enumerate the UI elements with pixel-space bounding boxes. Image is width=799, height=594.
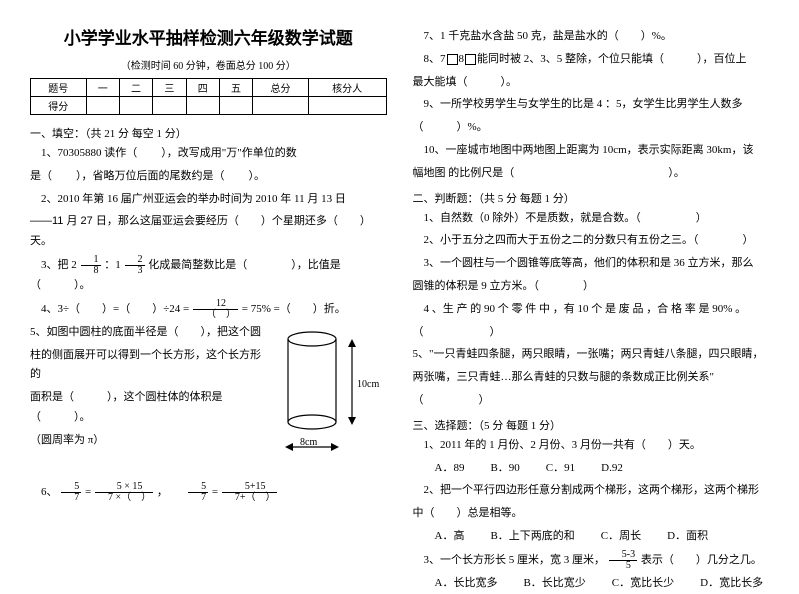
table-row: 题号 一 二 三 四 五 总分 核分人 xyxy=(31,79,387,97)
option-b: B．90 xyxy=(490,459,519,479)
q2: 2、2010 年第 16 届广州亚运会的举办时间为 2010 年 11 月 13… xyxy=(30,190,387,210)
p1: 1、自然数（0 除外）不是质数，就是合数。（ ） xyxy=(413,209,770,229)
p3: 3、一个圆柱与一个圆锥等底等高，他们的体积和是 36 立方米，那么 xyxy=(413,254,770,274)
q10-line2: 幅地图 的比例尺是（ ）。 xyxy=(413,164,770,184)
q1-line2: 是（ ），省略万位后面的尾数约是（ ）。 xyxy=(30,167,387,187)
width-label: 8cm xyxy=(300,437,317,448)
th: 二 xyxy=(119,79,152,97)
p5: 5、"一只青蛙四条腿，两只眼睛，一张嘴；两只青蛙八条腿，四只眼睛， xyxy=(413,345,770,365)
p2: 2、小于五分之四而大于五份之二的分数只有五份之三。（ ） xyxy=(413,231,770,251)
th: 核分人 xyxy=(308,79,386,97)
c2: 2、把一个平行四边形任意分割成两个梯形，这两个梯形，这两个梯形 xyxy=(413,481,770,501)
td xyxy=(119,97,152,115)
option-d: D.92 xyxy=(601,459,623,479)
height-label: 10cm xyxy=(357,379,379,390)
q8-line2: 最大能填（ ）。 xyxy=(413,73,770,93)
fraction: 5 × 157 ×（ ） xyxy=(95,482,153,503)
fraction: 5+157+（ ） xyxy=(222,482,278,503)
section3-head: 三、选择题：（5 分 每题 1 分） xyxy=(413,417,770,433)
q3-text: 化成最简整数比是（ ），比值是（ ）。 xyxy=(30,259,341,291)
th: 总分 xyxy=(253,79,309,97)
th: 一 xyxy=(86,79,119,97)
option-b: B．上下两底的和 xyxy=(490,527,574,547)
th: 三 xyxy=(153,79,186,97)
p5-line2: 两张嘴，三只青蛙…那么青蛙的只数与腿的条数成正比例关系" xyxy=(413,368,770,388)
c2-options: A．高 B．上下两底的和 C．周长 D．面积 xyxy=(435,527,770,547)
option-b: B．长比宽少 xyxy=(523,574,585,594)
td: 得分 xyxy=(31,97,87,115)
cylinder-svg: 10cm 8cm xyxy=(277,327,387,467)
p3-line2: 圆锥的体积是 9 立方米。（ ） xyxy=(413,277,770,297)
td xyxy=(86,97,119,115)
q1-text: 是（ xyxy=(30,170,52,182)
q4: 4、3÷（ ）=（ ）÷24 = 12（ ） = 75% =（ ）折。 xyxy=(30,299,387,320)
option-a: A．89 xyxy=(435,459,465,479)
q1-text: ），改写成用"万"作单位的数 xyxy=(161,147,296,159)
c1: 1、2011 年的 1 月份、2 月份、3 月份一共有（ ）天。 xyxy=(413,436,770,456)
c3-text: 3、一个长方形长 5 厘米，宽 3 厘米， xyxy=(424,554,606,566)
fraction: 5-35 xyxy=(609,550,637,571)
page-title: 小学学业水平抽样检测六年级数学试题 xyxy=(30,24,387,49)
c3: 3、一个长方形长 5 厘米，宽 3 厘米， 5-35 表示（ ）几分之几。 xyxy=(413,550,770,571)
q7: 7、1 千克盐水含盐 50 克，盐是盐水的（ ）%。 xyxy=(413,27,770,47)
subtitle: （检测时间 60 分钟，卷面总分 100 分） xyxy=(30,57,387,72)
q10: 10、一座城市地图中两地图上距离为 10cm，表示实际距离 30km，该 xyxy=(413,141,770,161)
th: 五 xyxy=(219,79,252,97)
q9-line2: （ ）%。 xyxy=(413,118,770,138)
q4-text: 4、3÷（ ）=（ ）÷24 = xyxy=(41,303,192,315)
option-c: C．周长 xyxy=(601,527,641,547)
fraction: 18 xyxy=(81,255,101,276)
q4-text: = 75% =（ ）折。 xyxy=(242,303,346,315)
th: 题号 xyxy=(31,79,87,97)
section1-head: 一、填空：（共 21 分 每空 1 分） xyxy=(30,125,387,141)
q8-text: 8 xyxy=(459,53,465,65)
q8-text: 8、7 xyxy=(424,53,446,65)
fraction: 23 xyxy=(125,255,145,276)
c1-options: A．89 B．90 C．91 D.92 xyxy=(435,459,770,479)
td xyxy=(153,97,186,115)
option-a: A．高 xyxy=(435,527,465,547)
q6-text: 6、 xyxy=(41,486,58,498)
q3: 3、把 2 18 ：1 23 化成最简整数比是（ ），比值是（ ）。 xyxy=(30,255,387,296)
table-row: 得分 xyxy=(31,97,387,115)
option-c: C．91 xyxy=(546,459,575,479)
q6-sep: ， xyxy=(157,486,185,498)
box-icon xyxy=(447,54,458,65)
option-c: C．宽比长少 xyxy=(612,574,674,594)
option-d: D．面积 xyxy=(667,527,708,547)
p5-line3: （ ） xyxy=(413,391,770,411)
q1-text: ）。 xyxy=(249,170,266,182)
score-table: 题号 一 二 三 四 五 总分 核分人 得分 xyxy=(30,78,387,115)
p4: 4 、生 产 的 90 个 零 件 中 ，有 10 个 是 废 品 ，合 格 率… xyxy=(413,300,770,320)
q6-eq: = xyxy=(85,486,94,498)
q2-line2: ——11 月 27 日，那么这届亚运会要经历（ ）个星期还多（ ）天。 xyxy=(30,212,387,252)
fraction: 12（ ） xyxy=(193,299,238,320)
c3-options: A．长比宽多 B．长比宽少 C．宽比长少 D．宽比长多 xyxy=(435,574,770,594)
c3-text: 表示（ ）几分之几。 xyxy=(641,554,762,566)
q8-text: 能同时被 2、3、5 整除，个位只能填（ ），百位上 xyxy=(477,53,747,65)
option-a: A．长比宽多 xyxy=(435,574,498,594)
td xyxy=(219,97,252,115)
cylinder-diagram: 10cm 8cm xyxy=(277,327,387,470)
q9: 9、一所学校男学生与女学生的比是 4 ：5，女学生比男学生人数多 xyxy=(413,95,770,115)
td xyxy=(186,97,219,115)
fraction: 57 xyxy=(61,482,81,503)
td xyxy=(253,97,309,115)
q8: 8、7 8 能同时被 2、3、5 整除，个位只能填（ ），百位上 xyxy=(413,50,770,70)
q6-eq: = xyxy=(212,486,221,498)
q3-text: 3、把 2 xyxy=(41,259,77,271)
q3-text: ：1 xyxy=(104,259,121,271)
section2-head: 二、判断题：（共 5 分 每题 1 分） xyxy=(413,190,770,206)
q1: 1、70305880 读作（ ），改写成用"万"作单位的数 xyxy=(30,144,387,164)
q1-text: 1、70305880 读作（ xyxy=(41,147,137,159)
q1-text: ），省略万位后面的尾数约是（ xyxy=(76,170,225,182)
fraction: 57 xyxy=(188,482,208,503)
box-icon xyxy=(465,54,476,65)
th: 四 xyxy=(186,79,219,97)
c2-line2: 中（ ）总是相等。 xyxy=(413,504,770,524)
p4-line2: （ ） xyxy=(413,323,770,343)
option-d: D．宽比长多 xyxy=(700,574,763,594)
td xyxy=(308,97,386,115)
q6: 6、 57 = 5 × 157 ×（ ） ， 57 = 5+157+（ ） xyxy=(30,482,387,503)
